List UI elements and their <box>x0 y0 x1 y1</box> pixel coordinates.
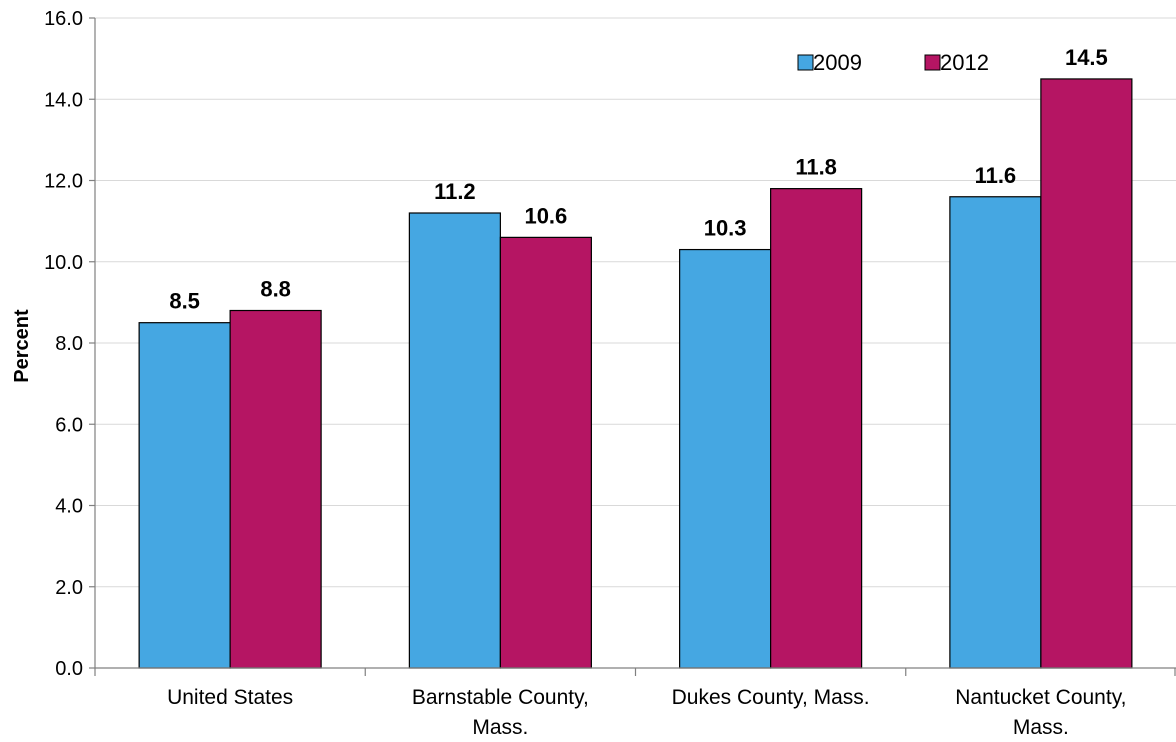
y-tick-label: 8.0 <box>55 333 83 355</box>
y-tick-label: 4.0 <box>55 496 83 518</box>
x-category-label: Mass. <box>1013 716 1069 739</box>
y-tick-label: 10.0 <box>44 252 83 274</box>
legend: 2009 2012 <box>797 50 989 75</box>
y-tick-label: 14.0 <box>44 89 83 111</box>
bar-2012-2 <box>770 188 863 669</box>
bar-2009-1 <box>408 212 501 669</box>
data-label-2009-2: 10.3 <box>704 216 747 241</box>
bar-2012-0 <box>229 309 322 669</box>
x-category-label: Barnstable County, <box>412 686 589 709</box>
bar-2009-0 <box>138 322 231 669</box>
bar-2012-1 <box>499 236 592 669</box>
data-label-2012-1: 10.6 <box>524 203 567 228</box>
x-category-labels: United States Barnstable County, Mass. Duke… <box>167 686 1126 739</box>
axes <box>89 17 1176 676</box>
data-label-2009-0: 8.5 <box>169 289 200 314</box>
bar-2009-2 <box>679 248 772 669</box>
y-tick-label: 0.0 <box>55 658 83 680</box>
y-tick-labels: 0.0 2.0 4.0 6.0 8.0 10.0 12.0 14.0 16.0 <box>44 8 83 680</box>
y-tick-label: 12.0 <box>44 171 83 193</box>
bar-2009-3 <box>949 196 1042 669</box>
x-category-label: United States <box>167 686 293 709</box>
data-label-2009-3: 11.6 <box>975 163 1017 188</box>
data-labels: 8.5 8.8 11.2 10.6 10.3 11.8 11.6 14.5 <box>169 45 1107 314</box>
y-axis-title: Percent <box>11 309 33 383</box>
x-category-label: Dukes County, Mass. <box>672 686 870 709</box>
data-label-2012-0: 8.8 <box>260 277 291 302</box>
data-label-2012-2: 11.8 <box>795 155 837 180</box>
data-label-2009-1: 11.2 <box>434 179 476 204</box>
legend-swatch-2012 <box>924 54 941 71</box>
bars <box>138 78 1133 669</box>
legend-label-2012: 2012 <box>940 50 989 75</box>
y-tick-label: 2.0 <box>55 577 83 599</box>
legend-label-2009: 2009 <box>813 50 862 75</box>
x-category-label: Nantucket County, <box>955 686 1126 709</box>
y-tick-label: 16.0 <box>44 8 83 30</box>
y-tick-label: 6.0 <box>55 414 83 436</box>
legend-swatch-2009 <box>797 54 814 71</box>
data-label-2012-3: 14.5 <box>1065 45 1108 70</box>
x-category-label: Mass. <box>472 716 528 739</box>
bar-2012-3 <box>1040 78 1133 669</box>
